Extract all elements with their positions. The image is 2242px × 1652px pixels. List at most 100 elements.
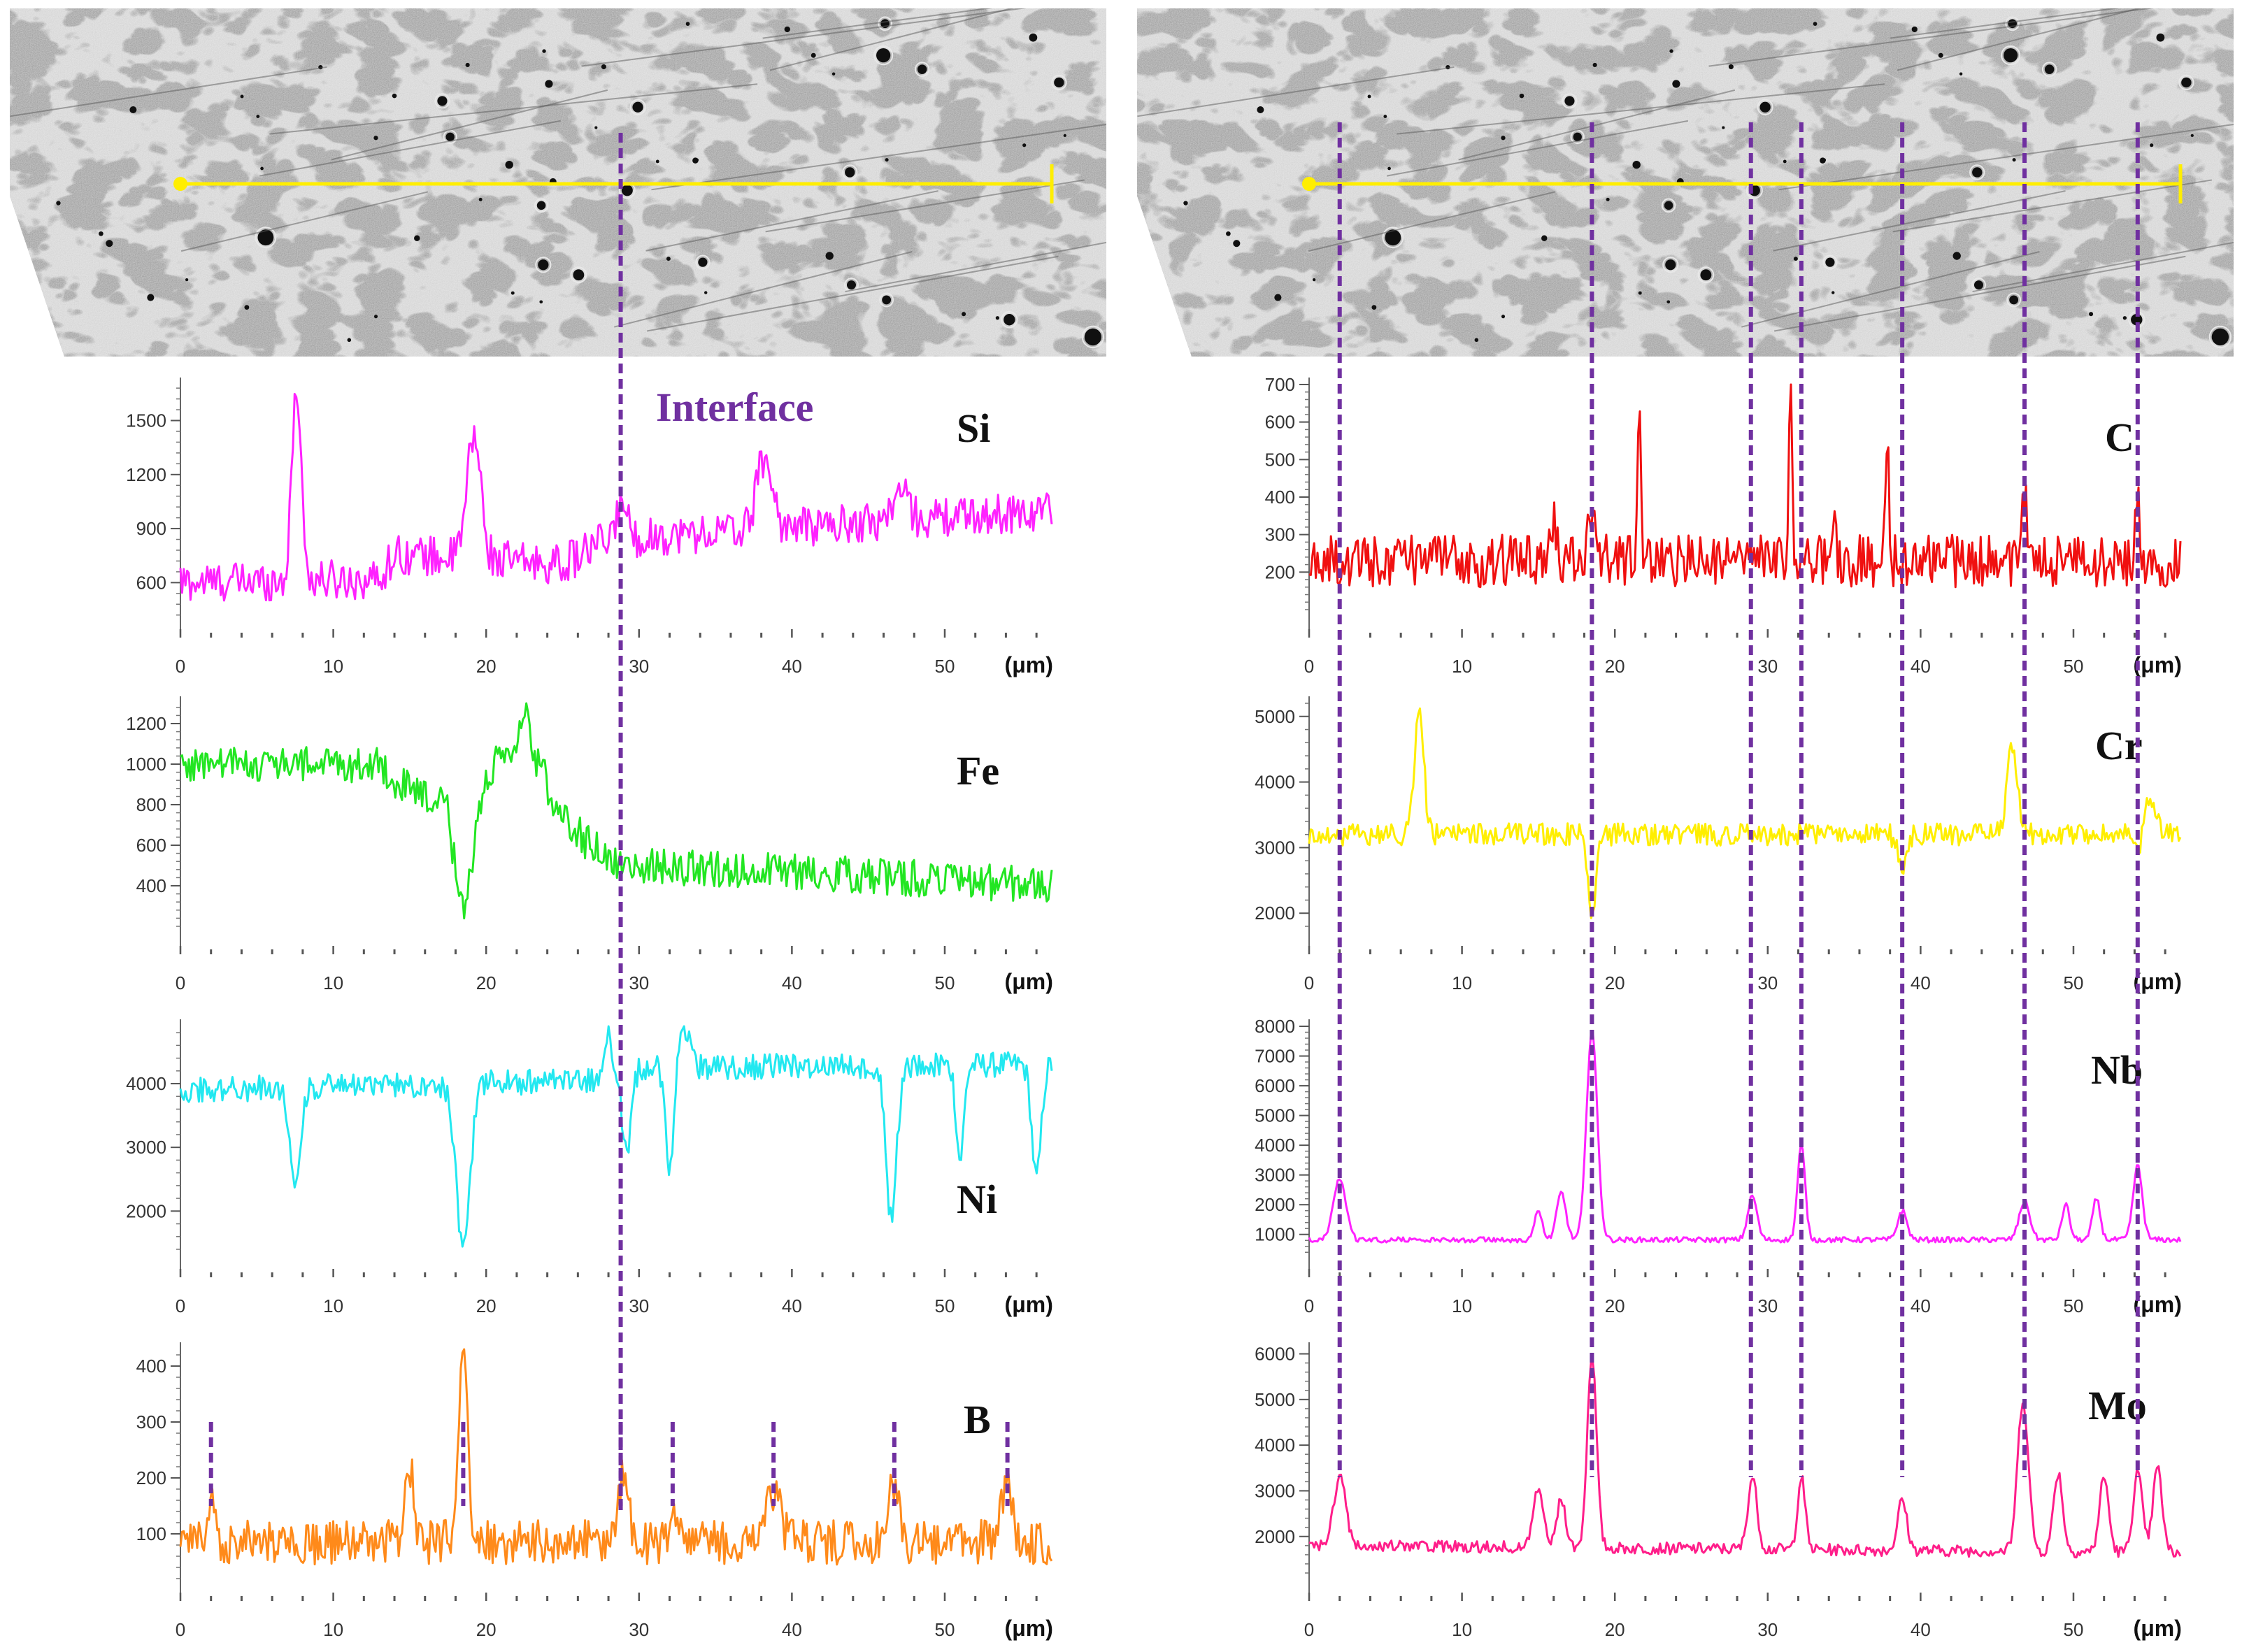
y-tick-label: 200 (136, 1467, 166, 1488)
sem-pore (240, 94, 244, 99)
sem-pore (2044, 64, 2055, 74)
sem-pore (1938, 52, 1943, 58)
x-axis-unit: (μm) (2134, 652, 2182, 677)
x-tick-label: 0 (176, 972, 185, 993)
sem-left-features (10, 8, 1106, 349)
sem-pore (1972, 167, 1983, 178)
x-tick-label: 50 (2064, 972, 2084, 993)
sem-pore (545, 80, 553, 88)
sem-pore-rim (879, 292, 894, 308)
sem-pore (784, 26, 790, 33)
sem-pore (2012, 158, 2016, 162)
sem-pore (505, 161, 513, 169)
sem-pore (1911, 26, 1918, 33)
sem-pore (632, 101, 643, 113)
sem-scratch (1892, 179, 2212, 233)
series-line-mo (1308, 1359, 2182, 1559)
scan-lines (173, 164, 2183, 203)
sem-pore-rim (534, 198, 549, 213)
x-tick-label: 50 (935, 656, 955, 677)
y-tick-label: 500 (1265, 449, 1295, 470)
y-tick-label: 100 (136, 1523, 166, 1544)
x-tick-label: 0 (1304, 1295, 1314, 1316)
y-tick-label: 400 (136, 875, 166, 896)
sem-pore (1519, 93, 1525, 99)
sem-scratch (1773, 190, 2066, 252)
x-tick-label: 10 (323, 972, 343, 993)
sem-pore (1004, 314, 1015, 326)
sem-pore (445, 132, 455, 142)
sem-pore (56, 201, 61, 206)
x-axis-unit: (μm) (1005, 652, 1053, 677)
sem-scratch (331, 89, 608, 161)
sem-pore (1371, 305, 1377, 310)
sem-pore (1973, 280, 1983, 290)
sem-pore (1728, 64, 1734, 70)
sem-pore (1793, 257, 1798, 261)
sem-pore (1632, 161, 1641, 169)
sem-scratch (1397, 83, 1885, 135)
x-tick-label: 50 (2064, 656, 2084, 677)
sem-pore (1385, 229, 1401, 246)
x-tick-label: 50 (2064, 1619, 2084, 1640)
sem-pore (257, 229, 274, 246)
scan-line-left-start (173, 177, 187, 191)
sem-pore (876, 48, 891, 63)
y-tick-label: 600 (136, 572, 166, 593)
sem-scratch (10, 66, 327, 117)
sem-pore (1666, 300, 1671, 304)
y-tick-label: 2000 (126, 1200, 166, 1221)
chart-fe: 400 600 800 1000 1200 0 10 20 30 40 50 (μm) Fe (126, 696, 1053, 994)
sem-pore-rim (2005, 16, 2020, 31)
sem-pore-rim (2208, 325, 2232, 349)
y-tick-label: 1200 (126, 464, 166, 485)
chart-ni: 2000 3000 4000 0 10 20 30 40 50 (μm) Ni (126, 1019, 1053, 1317)
y-tick-label: 1000 (1255, 1224, 1295, 1245)
sem-pore-rim (2006, 292, 2022, 308)
x-tick-label: 0 (176, 656, 185, 677)
x-tick-label: 10 (1452, 656, 1472, 677)
series-line-fe (180, 702, 1053, 920)
sem-scratch (762, 8, 1106, 39)
sem-pore (961, 312, 966, 317)
element-label-nb: Nb (2091, 1047, 2143, 1093)
sem-pore (655, 159, 659, 164)
sem-pore (1672, 80, 1680, 88)
x-tick-label: 30 (629, 1619, 649, 1640)
sem-pore (147, 294, 155, 301)
sem-pore (1813, 22, 1818, 26)
x-tick-label: 40 (782, 1619, 802, 1640)
sem-pore (2088, 312, 2094, 317)
sem-pore (594, 126, 598, 129)
sem-pore (666, 257, 671, 261)
sem-pore (478, 197, 483, 201)
sem-pore (392, 93, 397, 99)
sem-pore (1183, 201, 1188, 206)
y-tick-label: 700 (1265, 374, 1295, 395)
y-tick-label: 200 (1265, 561, 1295, 582)
sem-pore (1541, 235, 1548, 241)
x-tick-label: 0 (1304, 972, 1314, 993)
y-tick-label: 600 (136, 835, 166, 856)
sem-pore-rim (1757, 99, 1773, 115)
y-tick-label: 300 (136, 1412, 166, 1432)
sem-scratch (1708, 8, 2165, 67)
sem-pore (347, 338, 352, 343)
y-tick-label: 1500 (126, 410, 166, 431)
y-tick-label: 900 (136, 518, 166, 539)
x-tick-label: 30 (629, 1295, 649, 1316)
sem-pore (995, 316, 1000, 320)
x-tick-label: 40 (782, 972, 802, 993)
sem-pore (260, 166, 264, 171)
x-tick-label: 30 (1757, 972, 1778, 993)
sem-scratch (845, 224, 1106, 293)
sem-pore-rim (1969, 164, 1985, 180)
y-tick-label: 6000 (1255, 1075, 1295, 1096)
sem-scratch (614, 251, 913, 328)
chart-si: 600 900 1200 1500 0 10 20 30 40 50 (μm) Si (126, 378, 1053, 677)
sem-pore (1226, 231, 1231, 236)
sem-pore (685, 22, 690, 26)
interface-label: Interface (656, 385, 813, 430)
